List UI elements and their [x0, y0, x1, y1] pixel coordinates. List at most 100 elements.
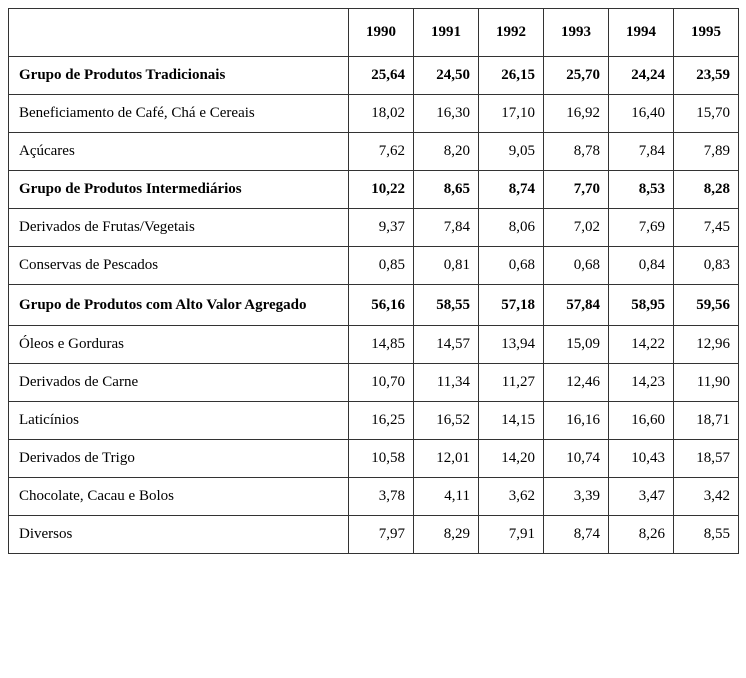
row-value: 3,39	[544, 478, 609, 516]
table-row: Diversos7,978,297,918,748,268,55	[9, 516, 739, 554]
row-label: Diversos	[9, 516, 349, 554]
row-value: 23,59	[674, 57, 739, 95]
row-value: 14,15	[479, 402, 544, 440]
row-value: 24,24	[609, 57, 674, 95]
row-value: 0,84	[609, 247, 674, 285]
row-value: 56,16	[349, 285, 414, 326]
row-value: 7,69	[609, 209, 674, 247]
row-label: Derivados de Frutas/Vegetais	[9, 209, 349, 247]
row-value: 7,84	[414, 209, 479, 247]
table-row: Grupo de Produtos Tradicionais25,6424,50…	[9, 57, 739, 95]
row-value: 7,89	[674, 133, 739, 171]
row-value: 58,95	[609, 285, 674, 326]
row-value: 25,64	[349, 57, 414, 95]
row-value: 58,55	[414, 285, 479, 326]
row-label: Açúcares	[9, 133, 349, 171]
row-value: 8,65	[414, 171, 479, 209]
row-value: 12,46	[544, 364, 609, 402]
row-value: 16,16	[544, 402, 609, 440]
row-label: Grupo de Produtos Tradicionais	[9, 57, 349, 95]
row-label: Derivados de Trigo	[9, 440, 349, 478]
row-value: 14,22	[609, 326, 674, 364]
row-value: 17,10	[479, 95, 544, 133]
row-value: 25,70	[544, 57, 609, 95]
row-value: 9,37	[349, 209, 414, 247]
header-year-4: 1994	[609, 9, 674, 57]
products-table: 1990 1991 1992 1993 1994 1995 Grupo de P…	[8, 8, 739, 554]
row-value: 14,23	[609, 364, 674, 402]
header-year-3: 1993	[544, 9, 609, 57]
row-value: 57,18	[479, 285, 544, 326]
row-value: 16,25	[349, 402, 414, 440]
row-value: 7,70	[544, 171, 609, 209]
row-value: 3,47	[609, 478, 674, 516]
row-value: 8,20	[414, 133, 479, 171]
row-value: 8,29	[414, 516, 479, 554]
row-value: 0,68	[479, 247, 544, 285]
header-year-2: 1992	[479, 9, 544, 57]
row-value: 11,34	[414, 364, 479, 402]
row-value: 13,94	[479, 326, 544, 364]
row-value: 12,96	[674, 326, 739, 364]
row-value: 8,53	[609, 171, 674, 209]
table-row: Derivados de Carne10,7011,3411,2712,4614…	[9, 364, 739, 402]
row-value: 8,78	[544, 133, 609, 171]
row-value: 15,70	[674, 95, 739, 133]
row-value: 7,45	[674, 209, 739, 247]
table-row: Óleos e Gorduras14,8514,5713,9415,0914,2…	[9, 326, 739, 364]
row-value: 12,01	[414, 440, 479, 478]
row-value: 16,30	[414, 95, 479, 133]
row-value: 9,05	[479, 133, 544, 171]
row-value: 7,02	[544, 209, 609, 247]
row-value: 11,27	[479, 364, 544, 402]
row-value: 0,83	[674, 247, 739, 285]
table-row: Beneficiamento de Café, Chá e Cereais18,…	[9, 95, 739, 133]
row-value: 14,57	[414, 326, 479, 364]
row-value: 59,56	[674, 285, 739, 326]
table-row: Derivados de Trigo10,5812,0114,2010,7410…	[9, 440, 739, 478]
row-label: Laticínios	[9, 402, 349, 440]
row-value: 14,20	[479, 440, 544, 478]
header-year-5: 1995	[674, 9, 739, 57]
row-label: Conservas de Pescados	[9, 247, 349, 285]
row-label: Grupo de Produtos Intermediários	[9, 171, 349, 209]
row-value: 3,62	[479, 478, 544, 516]
row-value: 7,91	[479, 516, 544, 554]
header-empty-cell	[9, 9, 349, 57]
table-row: Grupo de Produtos com Alto Valor Agregad…	[9, 285, 739, 326]
row-value: 8,74	[544, 516, 609, 554]
table-row: Laticínios16,2516,5214,1516,1616,6018,71	[9, 402, 739, 440]
row-value: 3,42	[674, 478, 739, 516]
row-value: 7,84	[609, 133, 674, 171]
row-value: 8,06	[479, 209, 544, 247]
row-value: 8,55	[674, 516, 739, 554]
row-value: 18,71	[674, 402, 739, 440]
row-value: 57,84	[544, 285, 609, 326]
row-label: Derivados de Carne	[9, 364, 349, 402]
table-row: Conservas de Pescados0,850,810,680,680,8…	[9, 247, 739, 285]
row-value: 8,26	[609, 516, 674, 554]
row-value: 4,11	[414, 478, 479, 516]
row-value: 10,74	[544, 440, 609, 478]
table-row: Derivados de Frutas/Vegetais9,377,848,06…	[9, 209, 739, 247]
row-label: Chocolate, Cacau e Bolos	[9, 478, 349, 516]
row-value: 16,92	[544, 95, 609, 133]
row-value: 24,50	[414, 57, 479, 95]
row-value: 10,22	[349, 171, 414, 209]
header-year-0: 1990	[349, 9, 414, 57]
row-value: 11,90	[674, 364, 739, 402]
table-row: Açúcares7,628,209,058,787,847,89	[9, 133, 739, 171]
row-value: 0,85	[349, 247, 414, 285]
row-value: 0,81	[414, 247, 479, 285]
row-value: 10,70	[349, 364, 414, 402]
table-header-row: 1990 1991 1992 1993 1994 1995	[9, 9, 739, 57]
row-value: 16,60	[609, 402, 674, 440]
row-label: Óleos e Gorduras	[9, 326, 349, 364]
table-body: Grupo de Produtos Tradicionais25,6424,50…	[9, 57, 739, 554]
row-value: 0,68	[544, 247, 609, 285]
row-value: 16,40	[609, 95, 674, 133]
row-value: 10,58	[349, 440, 414, 478]
row-value: 26,15	[479, 57, 544, 95]
row-value: 3,78	[349, 478, 414, 516]
row-value: 8,74	[479, 171, 544, 209]
